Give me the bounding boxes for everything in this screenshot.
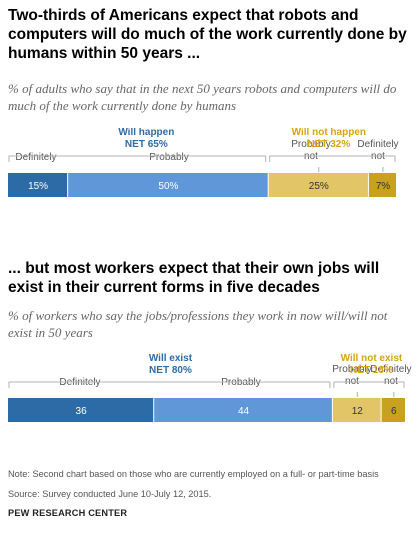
value-label-4: 6 [391,406,397,417]
category-label-4: Definitely [357,139,398,150]
chart2-subtitle: % of workers who say the jobs/profession… [8,308,388,340]
chart-source: Source: Survey conducted June 10-July 12… [8,489,212,499]
group-net-no: NET 18% [350,365,393,376]
group-net-no: NET 32% [307,139,350,150]
group-bracket-no [269,155,396,162]
bar-segment-3 [268,173,368,197]
category-label-3: Probably [291,139,330,150]
chart2-title: ... but most workers expect that their o… [8,260,380,296]
chart1-title: Two-thirds of Americans expect that robo… [8,7,407,62]
chart1-subtitle: % of adults who say that in the next 50 … [8,81,397,113]
chart-note: Note: Second chart based on those who ar… [8,469,379,479]
value-label-2: 44 [238,406,250,417]
group-label-no: Will not happen [292,128,366,138]
bar-segment-1 [8,398,154,422]
value-label-4: 7% [376,181,391,192]
group-label-no: Will not exist [341,353,403,364]
group-net-yes: NET 65% [125,139,168,150]
value-label-3: 12 [352,406,364,417]
footer-brand: PEW RESEARCH CENTER [8,508,128,518]
bar-segment-1 [8,173,68,197]
group-bracket-no [333,381,405,388]
group-bracket-yes [8,155,267,162]
category-label-4: Definitely [370,364,411,375]
value-label-2: 50% [158,181,178,192]
category-label-1: Definitely [15,152,56,163]
value-label-1: 15% [28,181,48,192]
category-label-2: Probably [149,152,188,163]
bar-segment-4 [368,173,396,197]
bar-segment-2 [68,173,268,197]
group-net-yes: NET 80% [149,365,192,376]
category-label-3: Probably [332,364,371,375]
group-label-yes: Will exist [149,353,193,364]
value-label-3: 25% [309,181,329,192]
bar-segment-3 [332,398,381,422]
value-label-1: 36 [76,406,88,417]
group-bracket-yes [8,381,331,388]
bar-segment-2 [154,398,332,422]
bar-segment-4 [381,398,405,422]
chart1-stacked-bar: 15% 50% 25% 7%Definitely ProbablyProbablynot… [8,128,399,197]
group-label-yes: Will happen [118,128,174,138]
